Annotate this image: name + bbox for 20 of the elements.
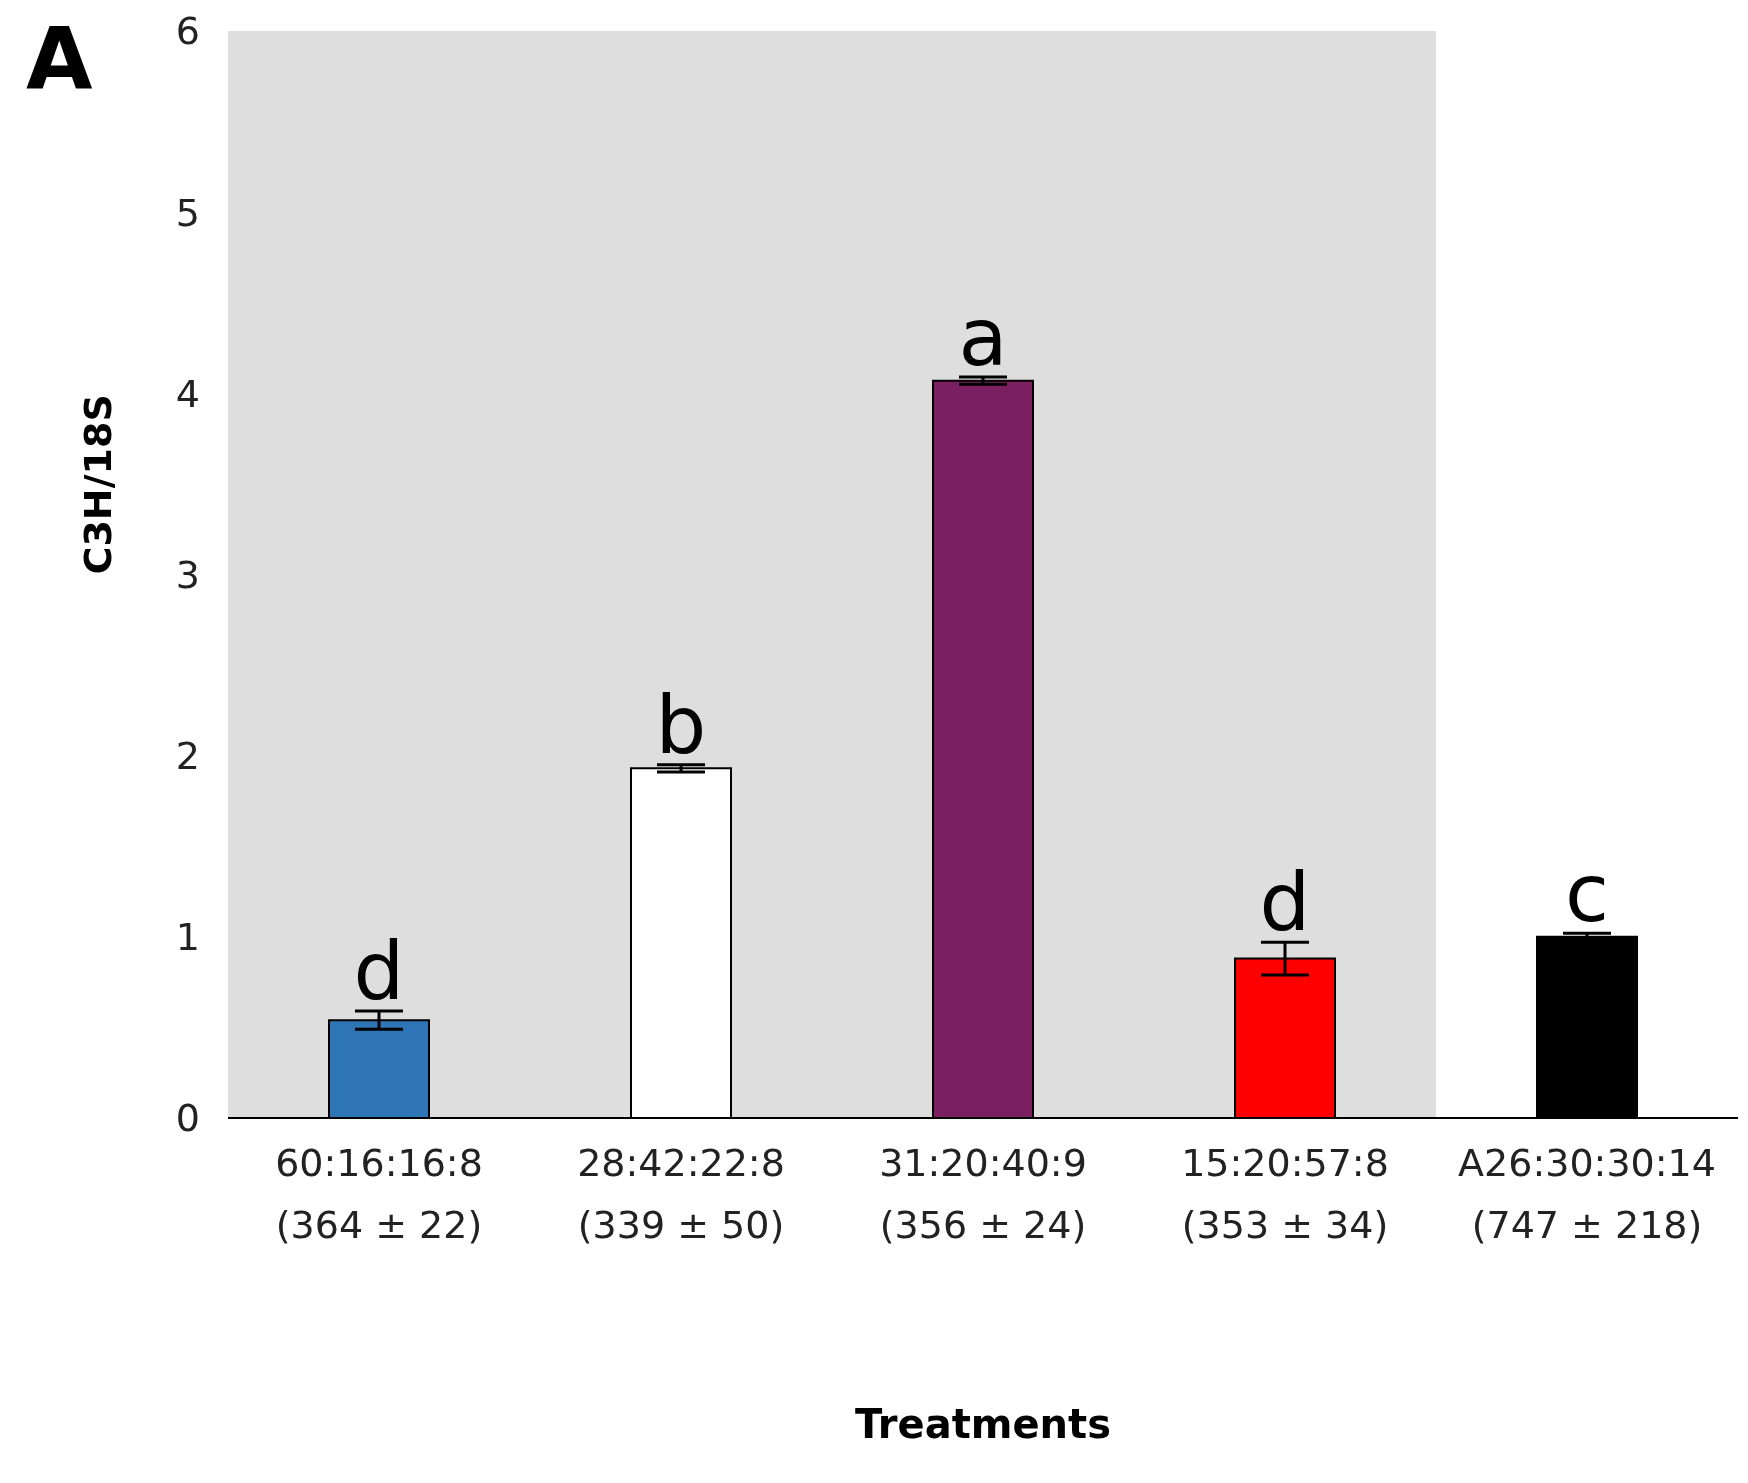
y-axis-title: C3H/18S (76, 394, 121, 575)
annotation: a (958, 291, 1008, 385)
x-tick-label: A26:30:30:14 (747 ± 218) (1458, 1141, 1716, 1247)
x-tick-label: 31:20:40:9 (356 ± 24) (879, 1141, 1087, 1247)
annotation: b (655, 678, 707, 772)
x-tick-label: 28:42:22:8 (339 ± 50) (577, 1141, 785, 1247)
annotation: c (1565, 847, 1609, 941)
x-axis-title: Treatments (854, 1401, 1112, 1447)
text: A (26, 8, 93, 108)
x-tick-label: 15:20:57:8 (353 ± 34) (1181, 1141, 1389, 1247)
y-tick-label: 6 (175, 9, 200, 54)
annotation: d (353, 925, 405, 1019)
y-tick-label: 3 (175, 552, 200, 597)
y-tick-label: 5 (175, 190, 200, 235)
annotation: d (1259, 856, 1311, 950)
y-tick-label: 2 (175, 734, 200, 779)
y-tick-label: 4 (175, 371, 200, 416)
y-tick-label: 1 (175, 915, 200, 960)
y-tick-label: 0 (175, 1096, 200, 1141)
x-tick-label: 60:16:16:8 (364 ± 22) (275, 1141, 483, 1247)
